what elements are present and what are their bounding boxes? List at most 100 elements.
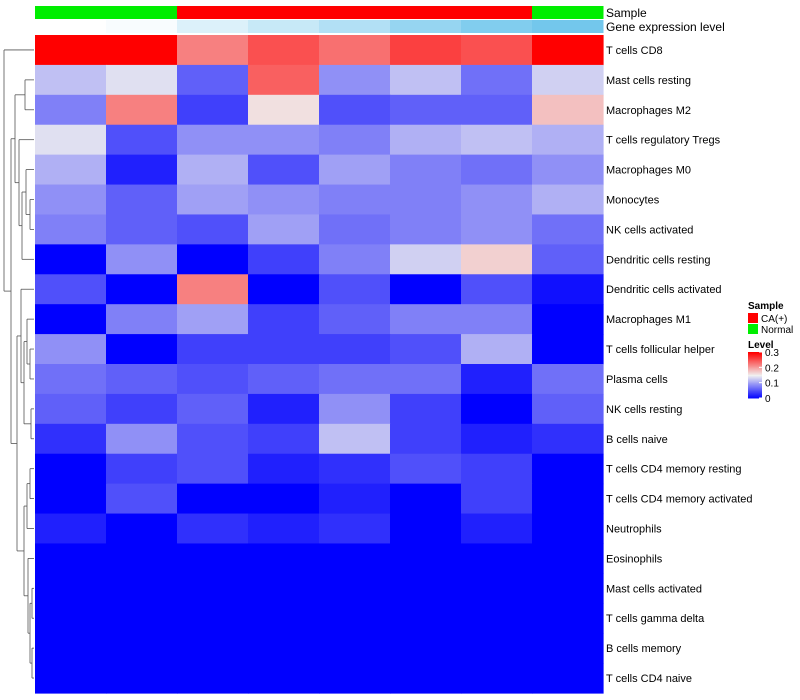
row-label: Eosinophils — [606, 553, 663, 565]
legend-gradient-step — [748, 361, 762, 363]
heatmap-cell — [319, 124, 391, 156]
heatmap-cell — [177, 64, 249, 96]
annotation-cell — [319, 6, 391, 19]
heatmap-cell — [35, 334, 107, 365]
heatmap-cell — [532, 663, 604, 694]
row-label: T cells CD4 memory activated — [606, 494, 753, 506]
heatmap-cell — [35, 124, 107, 156]
legend-gradient-step — [748, 369, 762, 371]
heatmap-cell — [106, 94, 178, 126]
legend-gradient-step — [748, 394, 762, 397]
legend-gradient-step — [748, 366, 762, 369]
legend-gradient-step — [748, 353, 762, 355]
heatmap-cell — [106, 393, 178, 425]
heatmap-cell — [106, 304, 178, 335]
legend-title-level: Level — [748, 340, 774, 351]
row-dendrogram — [3, 49, 34, 679]
heatmap-cell — [177, 633, 249, 664]
heatmap-cell — [248, 423, 320, 455]
heatmap-cell — [106, 124, 178, 156]
annotation-cell — [461, 6, 533, 19]
heatmap-cell — [461, 304, 533, 335]
annotation-cell — [461, 20, 533, 33]
heatmap-cell — [461, 573, 533, 604]
heatmap-cell — [532, 573, 604, 604]
heatmap-cell — [177, 274, 249, 305]
heatmap-cell — [248, 543, 320, 574]
heatmap-cell — [461, 244, 533, 275]
heatmap-cell — [532, 393, 604, 425]
heatmap-cell — [461, 64, 533, 96]
legend-gradient-step — [748, 379, 762, 382]
heatmap-cell — [390, 663, 462, 694]
heatmap-cell — [177, 334, 249, 365]
annotation-cell — [35, 20, 107, 33]
row-label: Macrophages M1 — [606, 314, 691, 326]
row-label: T cells CD4 memory resting — [606, 464, 742, 476]
heatmap-cell — [390, 633, 462, 664]
legend-gradient-step — [748, 387, 762, 390]
heatmap-cell — [106, 513, 178, 545]
heatmap-cell — [532, 453, 604, 485]
heatmap-cell — [106, 633, 178, 664]
heatmap-cell — [461, 423, 533, 455]
heatmap-cell — [461, 214, 533, 245]
heatmap-cell — [461, 334, 533, 365]
row-label: Mast cells activated — [606, 583, 702, 595]
heatmap-cell — [390, 483, 462, 515]
legend-title-sample: Sample — [748, 301, 784, 312]
heatmap-cell — [461, 633, 533, 664]
row-label: T cells regulatory Tregs — [606, 135, 721, 147]
heatmap-cell — [177, 184, 249, 216]
heatmap-cell — [532, 633, 604, 664]
row-label: Monocytes — [606, 195, 660, 207]
row-label: T cells CD8 — [606, 45, 663, 57]
heatmap-cell — [35, 633, 107, 664]
heatmap-cell — [35, 35, 107, 66]
heatmap-cell — [35, 244, 107, 275]
heatmap-cell — [177, 154, 249, 186]
heatmap-cell — [390, 304, 462, 335]
annotation-cell — [248, 6, 320, 19]
heatmap-cell — [532, 184, 604, 216]
heatmap-cell — [248, 633, 320, 664]
heatmap-cell — [35, 154, 107, 186]
heatmap-cell — [248, 304, 320, 335]
heatmap-cell — [248, 453, 320, 485]
row-label: NK cells resting — [606, 404, 682, 416]
legend-gradient-step — [748, 396, 762, 399]
heatmap-cell — [532, 274, 604, 305]
heatmap-cell — [461, 154, 533, 186]
heatmap-cell — [35, 663, 107, 694]
heatmap-cell — [106, 334, 178, 365]
legend-gradient-step — [748, 358, 762, 361]
heatmap-cell — [248, 603, 320, 634]
heatmap-cell — [35, 364, 107, 395]
legend-gradient-step — [748, 360, 762, 362]
heatmap-cell — [35, 573, 107, 604]
row-label: T cells follicular helper — [606, 344, 715, 356]
legend-label: Normal — [761, 325, 793, 336]
heatmap-cell — [319, 393, 391, 425]
heatmap-cell — [390, 94, 462, 126]
heatmap-cell — [461, 663, 533, 694]
heatmap-cell — [319, 154, 391, 186]
annotation-cell — [532, 20, 604, 33]
heatmap-cell — [390, 244, 462, 275]
heatmap-cell — [248, 663, 320, 694]
heatmap-cell — [248, 64, 320, 96]
row-label: B cells memory — [606, 643, 682, 655]
heatmap-cell — [177, 364, 249, 395]
heatmap-cell — [390, 513, 462, 545]
heatmap-cell — [319, 573, 391, 604]
heatmap-cell — [177, 35, 249, 66]
legend-tick-label: 0.2 — [765, 363, 779, 374]
heatmap-cell — [106, 423, 178, 455]
annotation-cell — [248, 20, 320, 33]
heatmap-cell — [106, 364, 178, 395]
heatmap-cell — [177, 513, 249, 545]
legend-gradient-step — [748, 364, 762, 367]
legend-tick-label: 0.1 — [765, 379, 779, 390]
heatmap-cell — [532, 35, 604, 66]
